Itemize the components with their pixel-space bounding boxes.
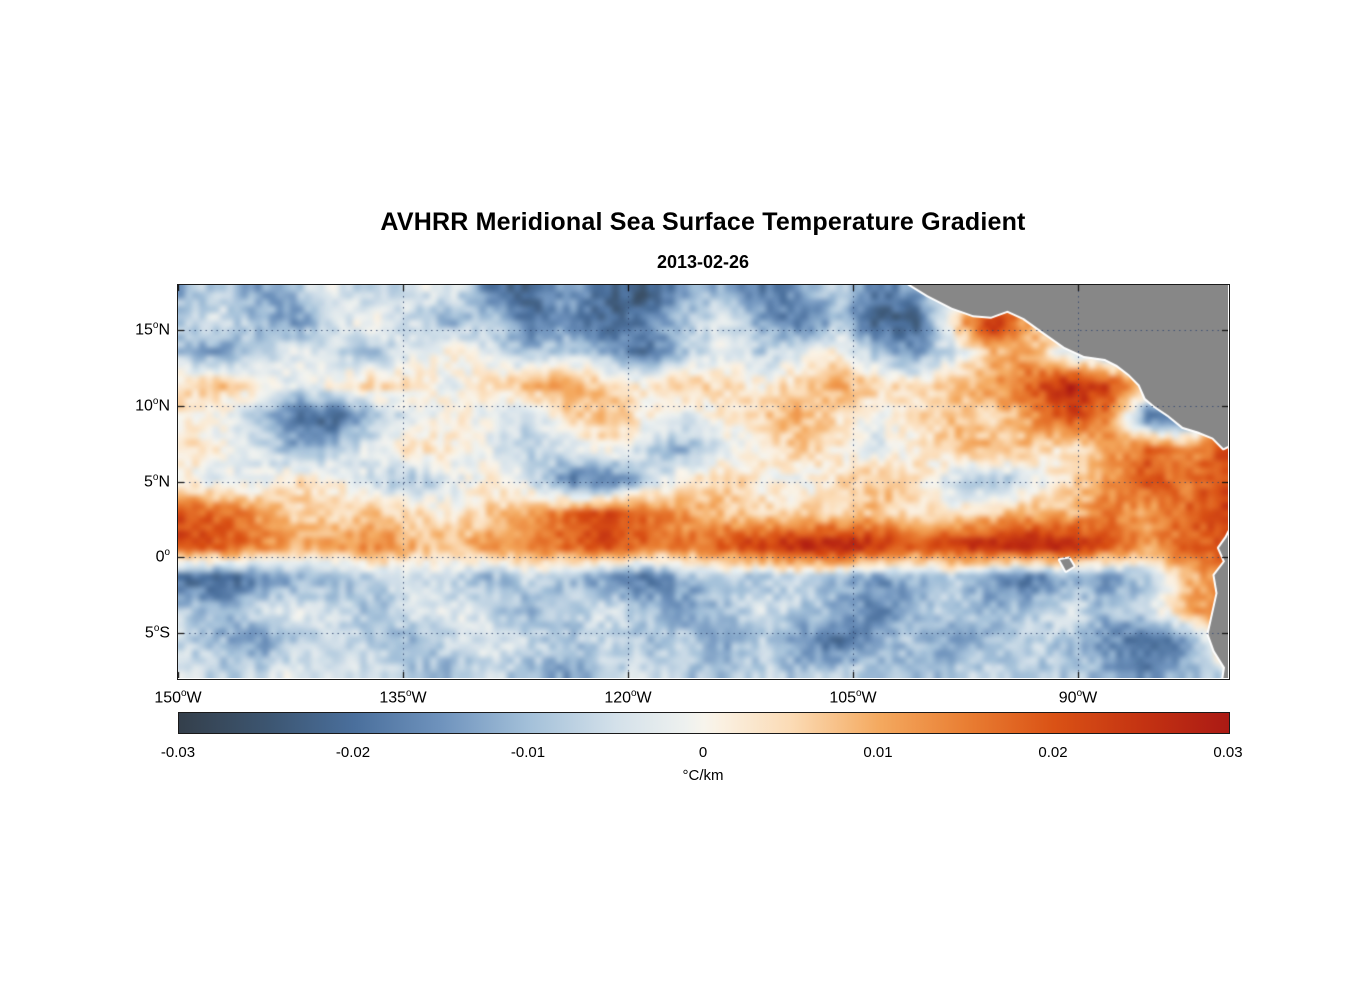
colorbar-tick-label: 0.03 [1213, 744, 1243, 761]
y-tick-label: 0o [155, 547, 170, 566]
colorbar [178, 712, 1230, 734]
x-tick-label: 90oW [1058, 688, 1098, 707]
sst-gradient-map-canvas [178, 285, 1228, 678]
y-tick-label: 15oN [135, 320, 170, 339]
colorbar-gradient [179, 713, 1229, 733]
colorbar-tick-label: -0.02 [335, 744, 371, 761]
colorbar-unit-label: °C/km [682, 767, 724, 784]
colorbar-tick-label: -0.01 [510, 744, 546, 761]
x-tick-label: 120oW [604, 688, 652, 707]
colorbar-tick-label: 0.01 [863, 744, 893, 761]
colorbar-tick-label: -0.03 [160, 744, 196, 761]
y-tick-label: 5oS [144, 622, 170, 641]
x-tick-label: 150oW [154, 688, 202, 707]
colorbar-tick-label: 0 [698, 744, 708, 761]
figure-title: AVHRR Meridional Sea Surface Temperature… [380, 208, 1026, 236]
colorbar-tick-label: 0.02 [1038, 744, 1068, 761]
x-tick-label: 135oW [379, 688, 427, 707]
y-tick-label: 5oN [144, 471, 170, 490]
x-tick-label: 105oW [829, 688, 877, 707]
figure-subtitle: 2013-02-26 [656, 252, 750, 272]
y-tick-label: 10oN [135, 395, 170, 415]
